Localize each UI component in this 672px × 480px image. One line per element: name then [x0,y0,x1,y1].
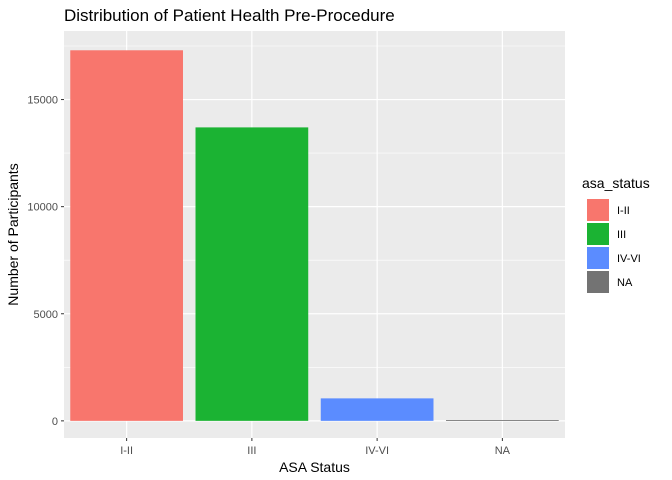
bar-iv-vi [320,398,434,421]
y-tick-label: 10000 [27,202,58,214]
bar-iii [195,127,309,421]
y-axis: 0 5000 10000 15000 [27,95,64,428]
bar-i-ii [70,50,183,421]
bars [70,50,559,421]
chart-title: Distribution of Patient Health Pre-Proce… [64,6,395,25]
legend: asa_status I-II III IV-VI NA [582,175,650,293]
legend-label: III [617,229,626,241]
legend-title: asa_status [582,175,650,191]
legend-swatch [587,223,609,245]
legend-swatch [587,247,609,269]
y-axis-title: Number of Participants [5,163,21,305]
legend-label: I-II [617,205,630,217]
x-tick-label: NA [495,445,511,457]
x-axis-title: ASA Status [279,459,350,475]
x-tick-label: I-II [120,445,133,457]
legend-label: NA [617,277,633,289]
y-tick-label: 15000 [27,95,58,107]
x-tick-label: IV-VI [365,445,389,457]
legend-label: IV-VI [617,253,641,265]
y-tick-label: 0 [52,416,58,428]
x-tick-label: III [247,445,256,457]
legend-swatch [587,199,609,221]
y-tick-label: 5000 [34,309,58,321]
x-axis: I-II III IV-VI NA [120,438,511,457]
legend-swatch [587,271,609,293]
bar-na [446,420,559,421]
